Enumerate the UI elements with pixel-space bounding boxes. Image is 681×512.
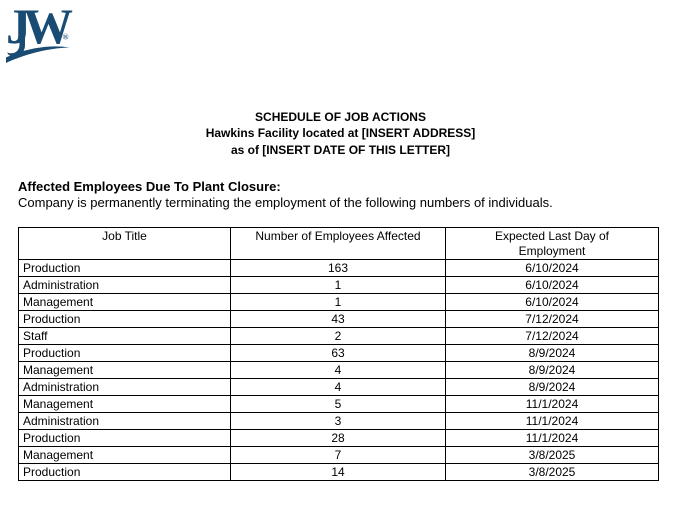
document-title-line3: as of [INSERT DATE OF THIS LETTER] <box>230 142 451 157</box>
cell-last-day: 8/9/2024 <box>445 378 659 396</box>
cell-employees-affected: 1 <box>230 293 446 311</box>
logo-j-tail <box>7 38 25 57</box>
cell-last-day: 6/10/2024 <box>445 276 659 294</box>
cell-employees-affected: 4 <box>230 378 446 396</box>
cell-last-day: 11/1/2024 <box>445 395 659 413</box>
cell-last-day: 8/9/2024 <box>445 344 659 362</box>
job-actions-table: Job Title Number of Employees Affected E… <box>18 227 659 481</box>
cell-employees-affected: 1 <box>230 276 446 294</box>
cell-job-title: Staff <box>18 327 231 345</box>
cell-employees-affected: 63 <box>230 344 446 362</box>
column-header-last-day: Expected Last Day of Employment <box>445 227 659 260</box>
cell-job-title: Administration <box>18 378 231 396</box>
document-title-line2: Hawkins Facility located at [INSERT ADDR… <box>205 126 476 141</box>
cell-job-title: Management <box>18 361 231 379</box>
cell-job-title: Production <box>18 310 231 328</box>
section-description: Company is permanently terminating the e… <box>18 195 553 210</box>
column-header-job-title: Job Title <box>18 227 231 260</box>
cell-job-title: Production <box>18 463 231 481</box>
section-heading: Affected Employees Due To Plant Closure: <box>18 179 281 194</box>
table-row: Administration 3 11/1/2024 <box>18 412 659 430</box>
cell-job-title: Management <box>18 446 231 464</box>
logo-letter-w: W <box>23 6 73 54</box>
document-title: SCHEDULE OF JOB ACTIONS Hawkins Facility… <box>0 109 681 158</box>
registered-trademark-icon: ® <box>63 33 69 42</box>
cell-job-title: Production <box>18 259 231 277</box>
cell-last-day: 11/1/2024 <box>445 412 659 430</box>
document-title-line1: SCHEDULE OF JOB ACTIONS <box>255 110 426 124</box>
table-row: Production 43 7/12/2024 <box>18 310 659 328</box>
cell-last-day: 11/1/2024 <box>445 429 659 447</box>
table-row: Staff 2 7/12/2024 <box>18 327 659 345</box>
table-row: Management 4 8/9/2024 <box>18 361 659 379</box>
cell-employees-affected: 14 <box>230 463 446 481</box>
table-row: Management 1 6/10/2024 <box>18 293 659 311</box>
cell-job-title: Management <box>18 395 231 413</box>
cell-employees-affected: 43 <box>230 310 446 328</box>
column-header-employees-affected: Number of Employees Affected <box>230 227 446 260</box>
table-row: Production 163 6/10/2024 <box>18 259 659 277</box>
cell-job-title: Production <box>18 429 231 447</box>
table-row: Production 63 8/9/2024 <box>18 344 659 362</box>
table-header-row: Job Title Number of Employees Affected E… <box>18 227 659 260</box>
table-row: Production 14 3/8/2025 <box>18 463 659 481</box>
cell-employees-affected: 5 <box>230 395 446 413</box>
jw-logo: J W ® <box>6 6 73 63</box>
cell-employees-affected: 4 <box>230 361 446 379</box>
logo-letter-j: J <box>6 6 31 54</box>
cell-job-title: Administration <box>18 276 231 294</box>
cell-employees-affected: 2 <box>230 327 446 345</box>
cell-job-title: Administration <box>18 412 231 430</box>
column-header-last-day-text: Expected Last Day of Employment <box>494 229 610 258</box>
cell-last-day: 7/12/2024 <box>445 310 659 328</box>
cell-employees-affected: 163 <box>230 259 446 277</box>
cell-employees-affected: 3 <box>230 412 446 430</box>
cell-last-day: 6/10/2024 <box>445 293 659 311</box>
cell-employees-affected: 28 <box>230 429 446 447</box>
table-row: Management 7 3/8/2025 <box>18 446 659 464</box>
cell-job-title: Production <box>18 344 231 362</box>
cell-last-day: 8/9/2024 <box>445 361 659 379</box>
cell-job-title: Management <box>18 293 231 311</box>
table-row: Administration 1 6/10/2024 <box>18 276 659 294</box>
cell-last-day: 3/8/2025 <box>445 463 659 481</box>
cell-last-day: 6/10/2024 <box>445 259 659 277</box>
table-row: Administration 4 8/9/2024 <box>18 378 659 396</box>
table-row: Production 28 11/1/2024 <box>18 429 659 447</box>
cell-last-day: 7/12/2024 <box>445 327 659 345</box>
cell-last-day: 3/8/2025 <box>445 446 659 464</box>
logo-swoosh <box>6 46 70 63</box>
table-row: Management 5 11/1/2024 <box>18 395 659 413</box>
cell-employees-affected: 7 <box>230 446 446 464</box>
